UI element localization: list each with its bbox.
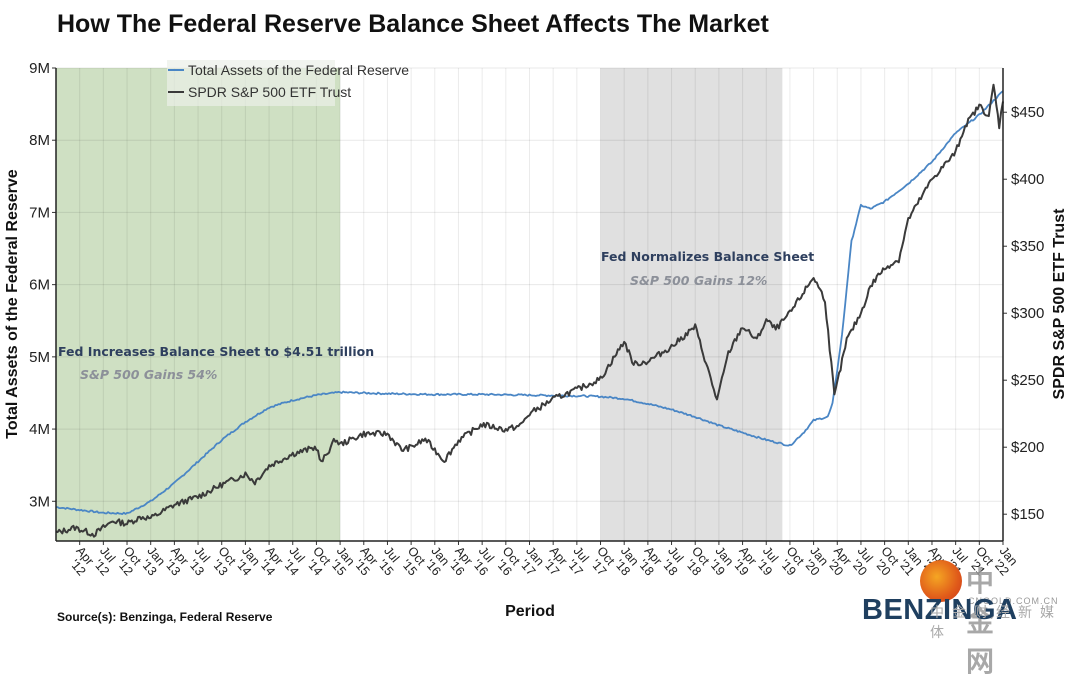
source-note: Source(s): Benzinga, Federal Reserve [57, 610, 273, 624]
y-right-tick-label: $250 [1011, 372, 1044, 389]
x-tick-label: Oct'17 [584, 544, 619, 578]
y-right-tick-label: $150 [1011, 506, 1044, 523]
y-right-tick-label: $350 [1011, 238, 1044, 255]
y-right-tick-label: $450 [1011, 104, 1044, 121]
annotations: Fed Increases Balance Sheet to $4.51 tri… [58, 249, 814, 382]
legend: Total Assets of the Federal Reserve SPDR … [167, 60, 409, 106]
y-left-tick-label: 5M [29, 349, 50, 366]
shaded-region-gray [600, 68, 783, 541]
x-tick-label: Oct'18 [679, 544, 714, 578]
y-left-tick-label: 6M [29, 277, 50, 294]
gridlines [56, 67, 1004, 541]
watermark-subtitle: 中金财经新媒体 [930, 605, 1062, 641]
x-tick-label: Oct'14 [300, 544, 335, 578]
series-line-fed-total-assets [56, 90, 1004, 515]
x-tick-label: Oct'12 [111, 544, 146, 578]
y-left-tick-label: 4M [29, 421, 50, 438]
axes [52, 67, 1007, 545]
y-left-tick-label: 7M [29, 204, 50, 221]
y-axis-right-label: SPDR S&P 500 ETF Trust [1051, 208, 1068, 400]
x-tick-label: Apr'12 [63, 544, 98, 578]
y-left-tick-label: 8M [29, 132, 50, 149]
watermark-domain: CNGOLD.COM.CN [968, 596, 1059, 606]
series-lines [55, 83, 1004, 538]
series-line-spy [55, 83, 1004, 538]
x-tick-label: Oct'15 [395, 544, 430, 578]
annotation-subtitle: S&P 500 Gains 12% [630, 273, 767, 288]
y-right-tick-label: $300 [1011, 305, 1044, 322]
x-tick-label: Oct'13 [205, 544, 240, 578]
y-right-tick-label: $400 [1011, 171, 1044, 188]
x-tick-label: Oct'20 [868, 544, 903, 578]
annotation-subtitle: S&P 500 Gains 54% [80, 367, 217, 382]
x-tick-label: Oct'16 [490, 544, 525, 578]
annotation-title: Fed Increases Balance Sheet to $4.51 tri… [58, 344, 374, 359]
watermark-logo-icon [920, 560, 962, 602]
y-left-tick-label: 9M [29, 60, 50, 77]
legend-label: SPDR S&P 500 ETF Trust [188, 84, 351, 100]
legend-label: Total Assets of the Federal Reserve [188, 62, 409, 78]
shaded-regions [56, 68, 783, 541]
brand-logo: BENZINGA [862, 594, 1018, 626]
y-right-tick-label: $200 [1011, 439, 1044, 456]
x-axis-label: Period [505, 603, 555, 620]
y-axis-left-label: Total Assets of the Federal Reserve [4, 169, 21, 439]
legend-background [167, 60, 335, 106]
y-left-tick-label: 3M [29, 493, 50, 510]
x-tick-label: Oct'19 [774, 544, 809, 578]
chart-title: How The Federal Reserve Balance Sheet Af… [57, 10, 769, 38]
annotation-title: Fed Normalizes Balance Sheet [601, 249, 814, 264]
